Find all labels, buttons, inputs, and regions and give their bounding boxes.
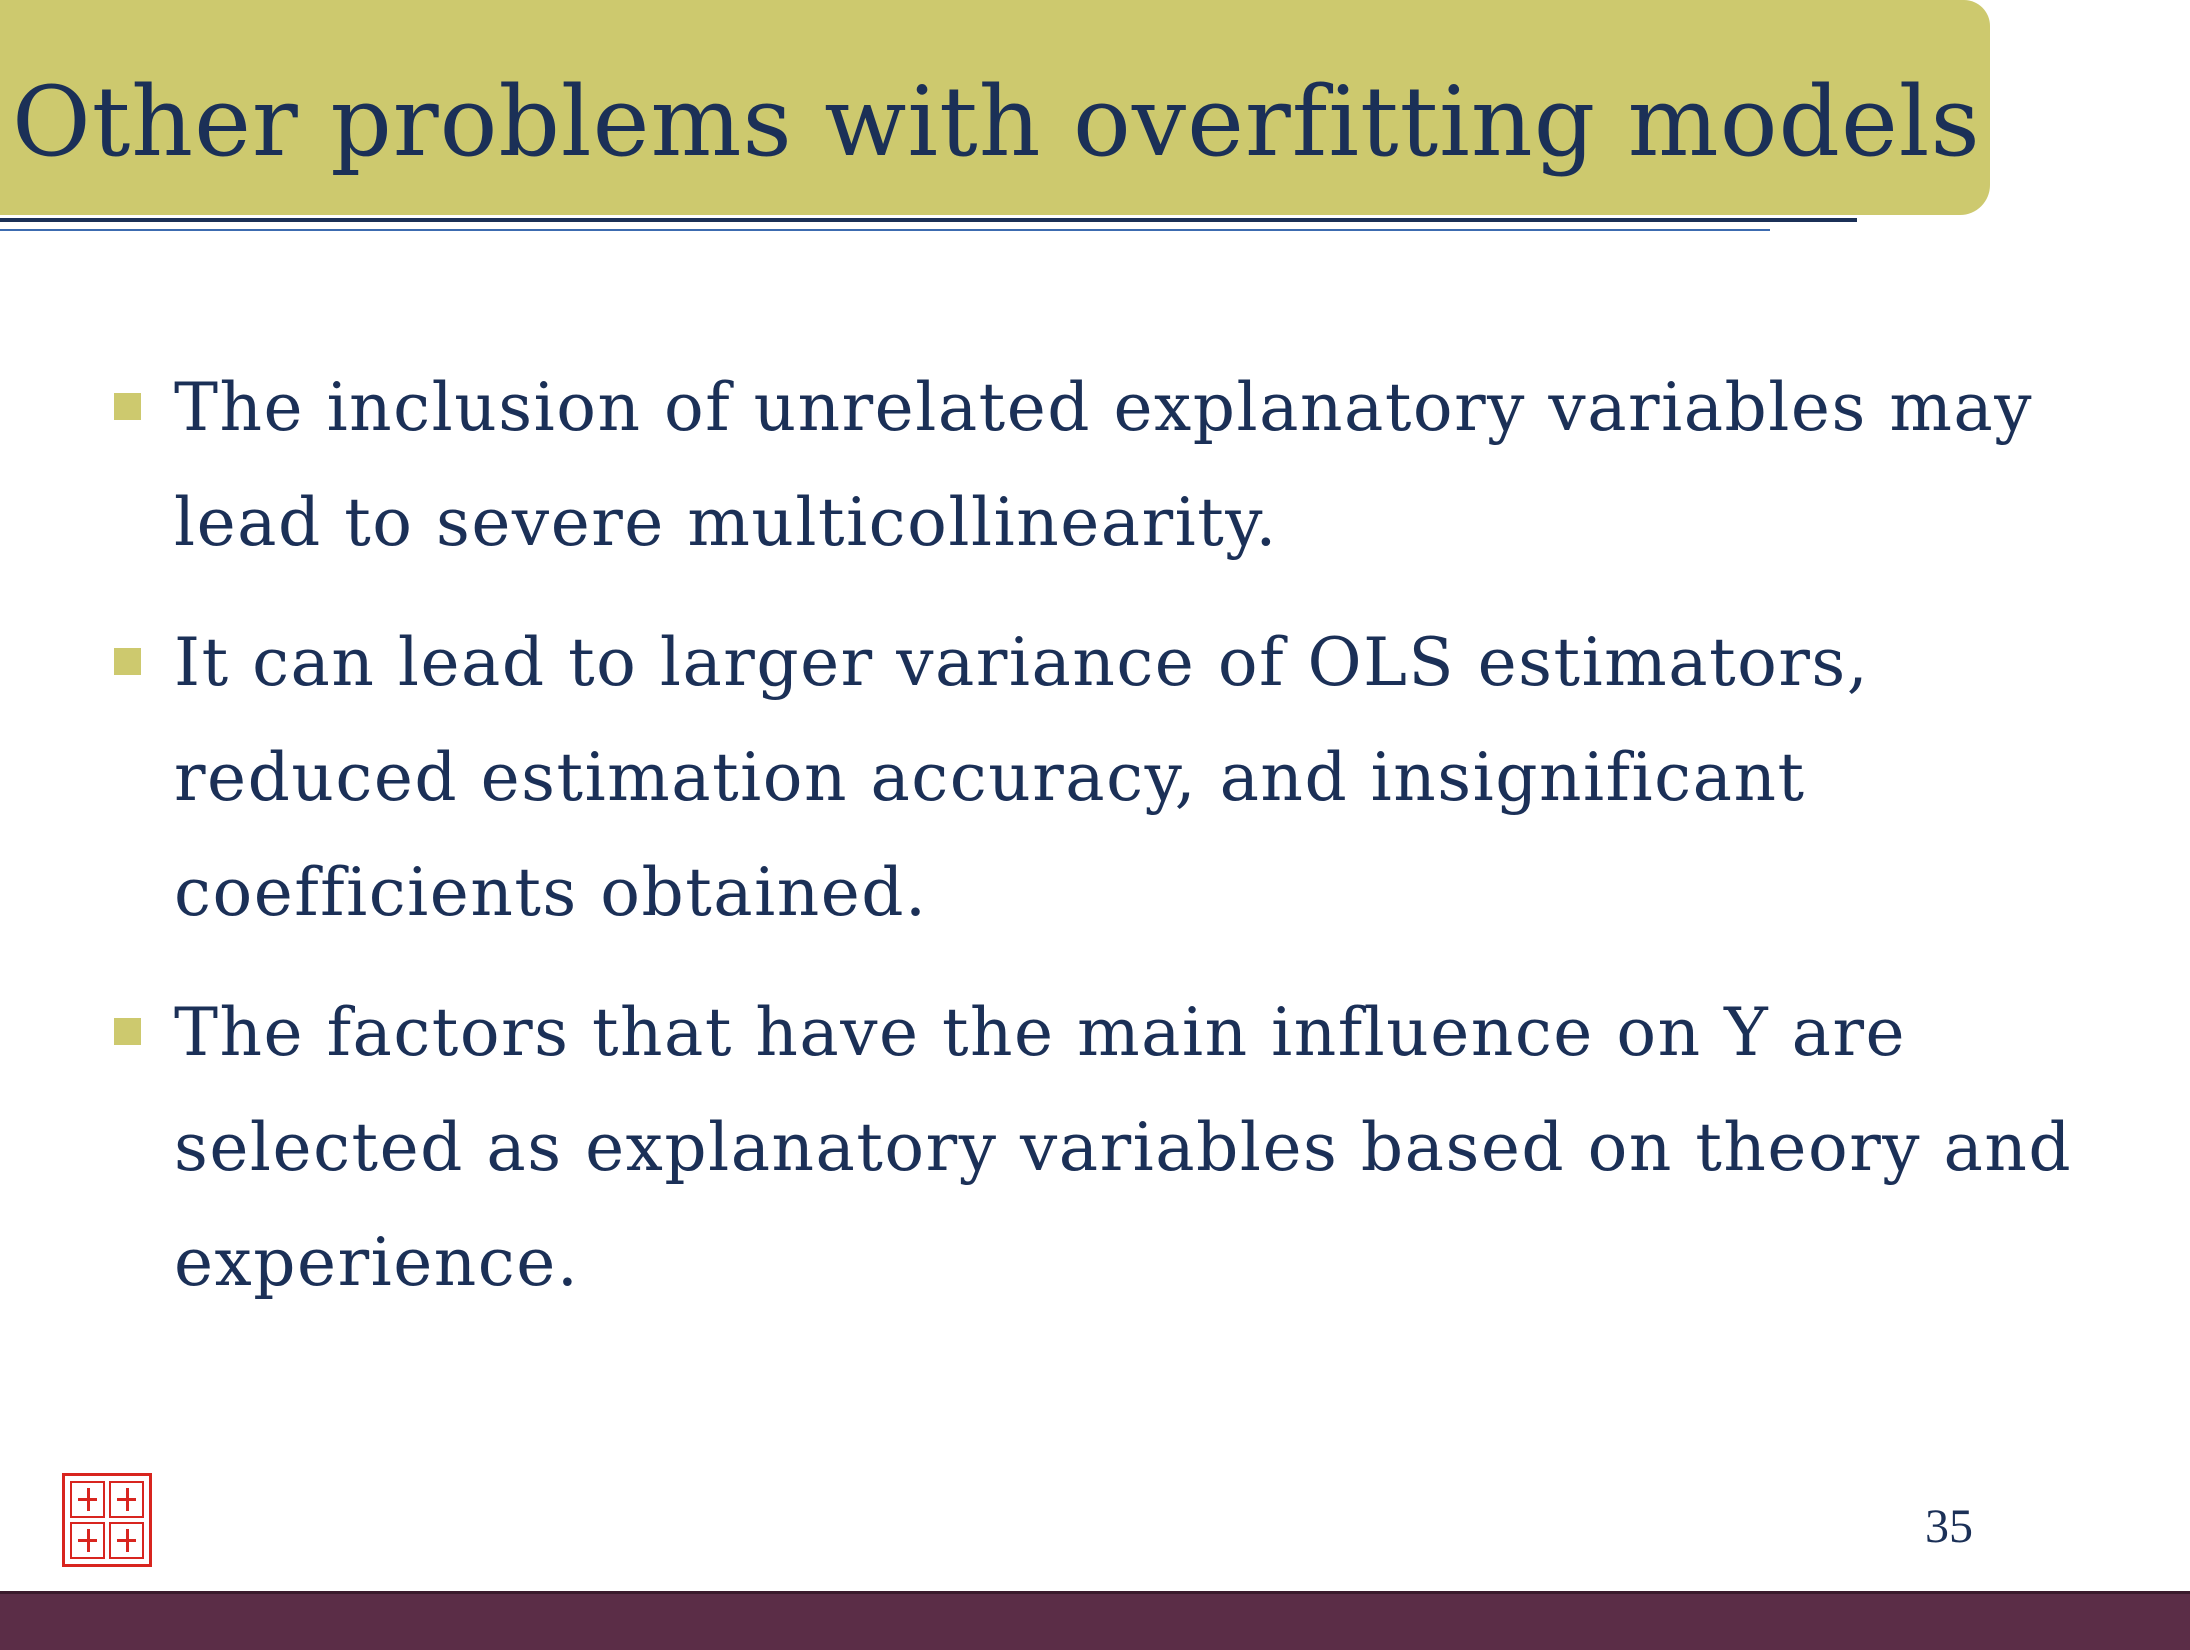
title-band bbox=[0, 0, 1990, 215]
square-bullet-icon bbox=[114, 1018, 141, 1045]
square-bullet-icon bbox=[114, 648, 141, 675]
square-bullet-icon bbox=[114, 393, 141, 420]
seal-glyph bbox=[70, 1522, 105, 1559]
bullet-text: It can lead to larger variance of OLS es… bbox=[174, 624, 1870, 931]
footer-bar bbox=[0, 1591, 2190, 1650]
bullet-text: The factors that have the main influence… bbox=[174, 994, 2073, 1301]
red-seal-logo bbox=[62, 1473, 152, 1567]
seal-glyph bbox=[109, 1481, 144, 1518]
bullet-item: The factors that have the main influence… bbox=[110, 975, 2110, 1320]
title-underline-dark bbox=[0, 218, 1857, 222]
bullet-item: It can lead to larger variance of OLS es… bbox=[110, 605, 2110, 950]
title-underline-light bbox=[0, 229, 1770, 231]
page-number: 35 bbox=[1925, 1500, 1973, 1553]
bullet-text: The inclusion of unrelated explanatory v… bbox=[174, 369, 2034, 561]
bullet-list: The inclusion of unrelated explanatory v… bbox=[110, 350, 2110, 1345]
slide-title: Other problems with overfitting models bbox=[12, 66, 1981, 178]
bullet-item: The inclusion of unrelated explanatory v… bbox=[110, 350, 2110, 580]
seal-glyph bbox=[70, 1481, 105, 1518]
seal-glyph bbox=[109, 1522, 144, 1559]
